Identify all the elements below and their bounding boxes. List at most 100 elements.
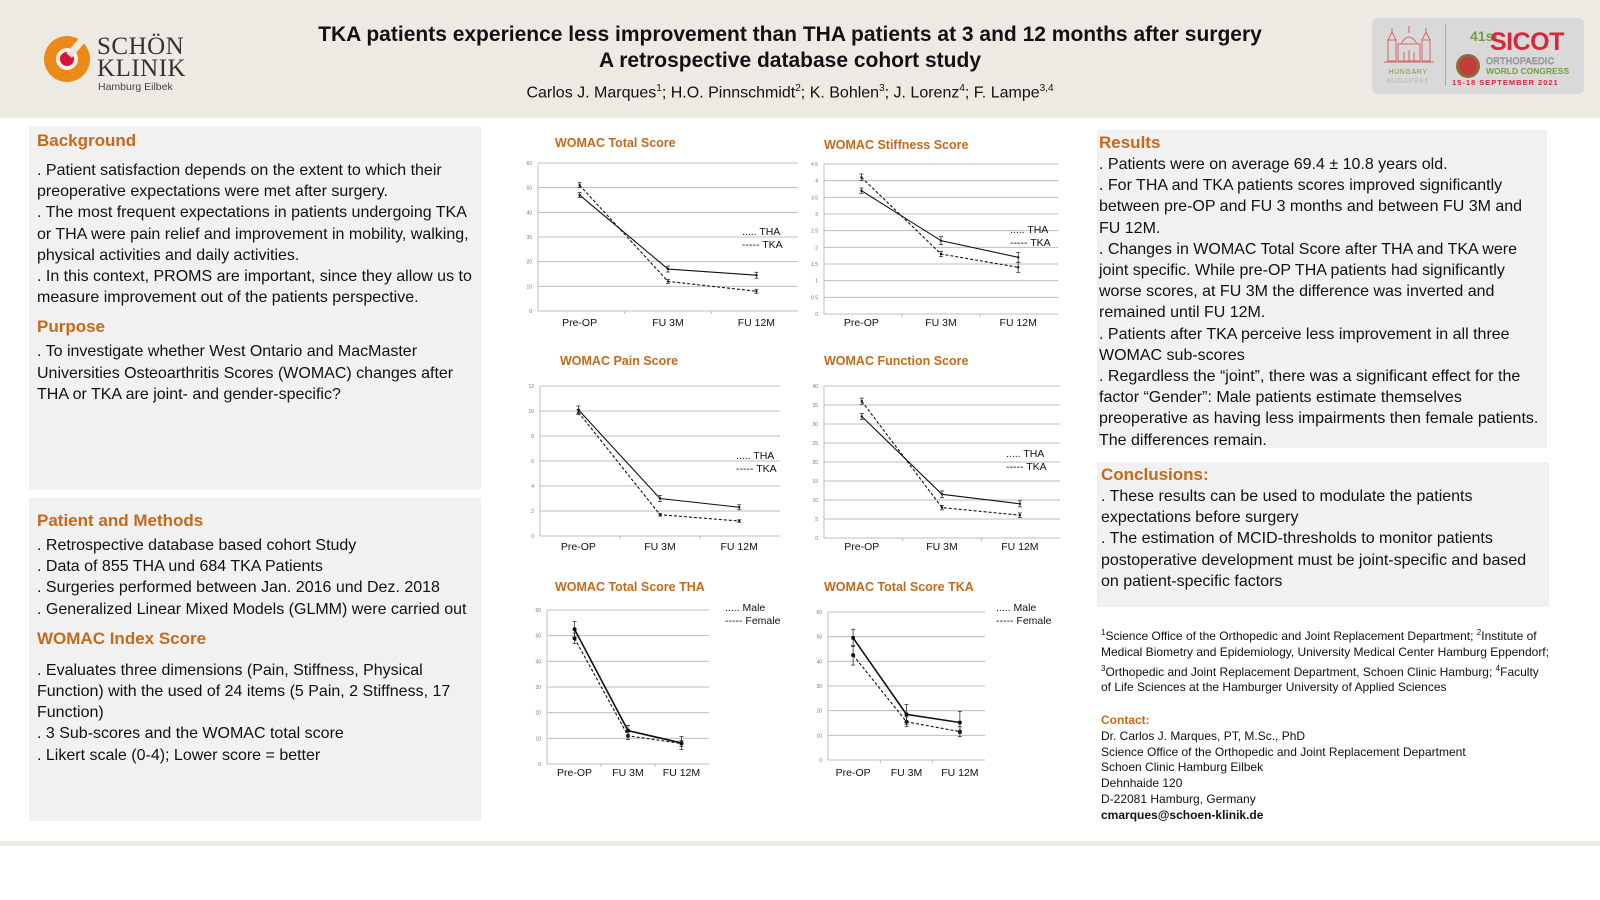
x-tick-label: FU 12M bbox=[663, 767, 700, 779]
author-name: J. Lorenz bbox=[893, 84, 960, 102]
legend-entry: ----- Female bbox=[996, 614, 1052, 627]
y-tick-label: 40 bbox=[535, 659, 541, 665]
results-item: . For THA and TKA patients scores improv… bbox=[1099, 177, 1523, 237]
y-tick-label: 2.5 bbox=[811, 229, 818, 235]
x-tick-label: FU 12M bbox=[1000, 317, 1037, 329]
y-tick-label: 4 bbox=[531, 484, 534, 490]
contact-block: Contact: Dr. Carlos J. Marques, PT, M.Sc… bbox=[1101, 713, 1551, 824]
background-purpose-panel: Background . Patient satisfaction depend… bbox=[29, 126, 481, 490]
data-point bbox=[860, 415, 863, 418]
y-tick-label: 0 bbox=[538, 762, 541, 768]
data-point bbox=[904, 712, 909, 717]
y-tick-label: 60 bbox=[526, 161, 532, 167]
affiliation-text: Orthopedic and Joint Replacement Departm… bbox=[1105, 664, 1496, 679]
results-item: . Patients were on average 69.4 ± 10.8 y… bbox=[1099, 156, 1448, 173]
results-item: . Regardless the “joint”, there was a si… bbox=[1099, 368, 1539, 449]
legend-entry: ..... THA bbox=[742, 226, 781, 238]
contact-heading: Contact: bbox=[1101, 713, 1150, 727]
x-tick-label: Pre-OP bbox=[561, 541, 596, 553]
legend-entry: ..... Male bbox=[725, 602, 766, 614]
contact-line: Schoen Clinic Hamburg Eilbek bbox=[1101, 760, 1264, 775]
chart-womac-total-tha: WOMAC Total Score THA 0 10 20 30 40 50 60 Pre-OP… bbox=[510, 580, 800, 800]
chart-title: WOMAC Total Score TKA bbox=[824, 580, 974, 594]
conclusions-text: . These results can be used to modulate … bbox=[1101, 486, 1547, 592]
data-point bbox=[1018, 502, 1022, 505]
author-affiliation-sup: 1 bbox=[656, 83, 662, 94]
data-point bbox=[658, 497, 662, 500]
y-tick-label: 60 bbox=[535, 608, 541, 614]
womac-item: . 3 Sub-scores and the WOMAC total score bbox=[37, 725, 344, 743]
methods-text: . Retrospective database based cohort St… bbox=[37, 535, 473, 620]
x-tick-label: FU 12M bbox=[941, 767, 978, 779]
y-tick-label: 60 bbox=[816, 610, 822, 616]
y-tick-label: 20 bbox=[535, 711, 541, 717]
affiliation-sup: 1 bbox=[1101, 628, 1106, 637]
data-point bbox=[679, 740, 684, 745]
methods-item: . Generalized Linear Mixed Models (GLMM)… bbox=[37, 600, 467, 618]
y-tick-label: 0 bbox=[529, 309, 532, 315]
conclusions-heading: Conclusions: bbox=[1101, 465, 1209, 484]
legend-entry: ----- TKA bbox=[1006, 460, 1047, 473]
y-tick-label: 40 bbox=[526, 210, 532, 216]
legend-entry: ..... THA bbox=[1010, 224, 1049, 236]
data-point bbox=[666, 280, 670, 283]
affiliation-text: Science Office of the Orthopedic and Joi… bbox=[1105, 629, 1477, 643]
y-tick-label: 50 bbox=[526, 186, 532, 192]
y-tick-label: 40 bbox=[812, 384, 818, 390]
y-tick-label: 50 bbox=[816, 635, 822, 641]
sicot-congress-logo: HUNGARY BUDAPEST 41st SICOT ORTHOPAEDIC … bbox=[1372, 18, 1584, 94]
chart-plot: 0 2 4 6 8 10 12 Pre-OP FU 3M FU 12M bbox=[528, 384, 780, 553]
contact-email-link[interactable]: cmarques@schoen-klinik.de bbox=[1101, 807, 1264, 822]
y-tick-label: 10 bbox=[526, 284, 532, 290]
chart-womac-stiffness: WOMAC Stiffness Score 0 0.5 1 1.5 2 2.5 3 3.5 4 4.… bbox=[800, 138, 1080, 348]
contact-line: D-22081 Hamburg, Germany bbox=[1101, 791, 1256, 806]
affiliation-text: Faculty of Life Sciences at the Hamburge… bbox=[1101, 664, 1539, 695]
chart-womac-total-tka: WOMAC Total Score TKA 0 10 20 30 40 50 60 Pre-OP… bbox=[800, 580, 1080, 800]
womac-heading: WOMAC Index Score bbox=[37, 628, 207, 648]
methods-item: . Surgeries performed between Jan. 2016 … bbox=[37, 579, 440, 597]
results-panel: Results . Patients were on average 69.4 … bbox=[1097, 130, 1547, 449]
y-tick-label: 0 bbox=[815, 536, 818, 542]
x-tick-label: Pre-OP bbox=[836, 767, 871, 779]
x-tick-label: FU 3M bbox=[644, 541, 676, 553]
data-point bbox=[578, 184, 581, 187]
author-affiliation-sup: 4 bbox=[959, 83, 965, 94]
purpose-text: . To investigate whether West Ontario an… bbox=[37, 341, 473, 405]
x-tick-label: FU 3M bbox=[925, 317, 957, 329]
legend-entry: ----- TKA bbox=[742, 238, 783, 251]
y-tick-label: 10 bbox=[535, 736, 541, 742]
author-name: H.O. Pinnschmidt bbox=[670, 84, 796, 102]
legend-entry: ----- Female bbox=[725, 614, 781, 627]
data-point bbox=[939, 252, 943, 256]
data-point bbox=[658, 513, 662, 516]
y-tick-label: 30 bbox=[812, 422, 818, 428]
data-point bbox=[851, 635, 856, 640]
conclusions-item: . These results can be used to modulate … bbox=[1101, 488, 1473, 527]
series-line-tka bbox=[577, 409, 740, 508]
y-tick-label: 10 bbox=[816, 733, 822, 739]
chart-plot: 0 10 20 30 40 50 60 Pre-OP FU 3M FU 12M bbox=[535, 608, 709, 779]
author-name: F. Lampe bbox=[973, 84, 1040, 102]
methods-panel: Patient and Methods . Retrospective data… bbox=[29, 498, 481, 821]
background-text: . Patient satisfaction depends on the ex… bbox=[37, 160, 473, 308]
chart-legend: ..... THA ----- TKA bbox=[742, 226, 783, 251]
y-tick-label: 0.5 bbox=[811, 295, 818, 301]
y-tick-label: 20 bbox=[526, 260, 532, 266]
congress-location: HUNGARY BUDAPEST bbox=[1386, 69, 1430, 85]
congress-edition: 41st bbox=[1470, 28, 1499, 44]
basilica-icon bbox=[1384, 26, 1434, 63]
x-tick-label: Pre-OP bbox=[844, 541, 879, 553]
womac-item: . Evaluates three dimensions (Pain, Stif… bbox=[37, 661, 451, 722]
y-tick-label: 25 bbox=[812, 441, 818, 447]
methods-heading: Patient and Methods bbox=[37, 511, 204, 530]
methods-item: . Data of 855 THA und 684 TKA Patients bbox=[37, 558, 323, 576]
legend-entry: ..... THA bbox=[736, 450, 775, 462]
methods-item: . Retrospective database based cohort St… bbox=[37, 537, 357, 554]
footer-band bbox=[0, 841, 1600, 846]
poster-title: TKA patients experience less improvement… bbox=[318, 23, 1262, 72]
y-tick-label: 30 bbox=[535, 685, 541, 691]
y-tick-label: 15 bbox=[812, 479, 818, 485]
globe-icon bbox=[1456, 54, 1480, 78]
background-item: . In this context, PROMS are important, … bbox=[37, 268, 472, 307]
logo-location: Hamburg Eilbek bbox=[98, 81, 173, 93]
